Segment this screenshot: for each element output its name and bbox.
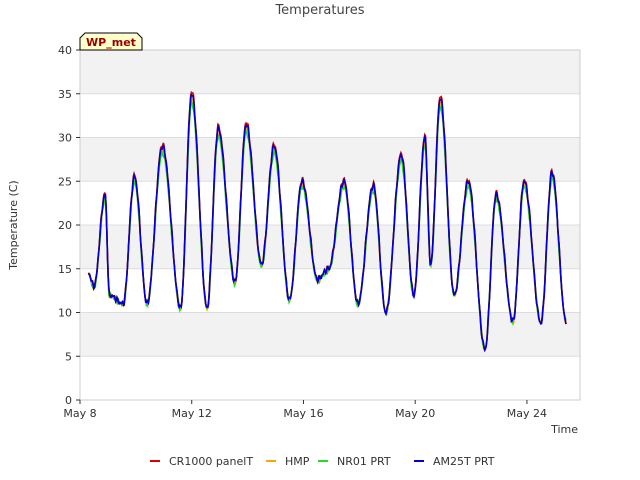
x-axis-label: Time bbox=[550, 423, 578, 436]
y-tick-label: 25 bbox=[58, 175, 72, 188]
series-line-am25t-prt bbox=[87, 93, 567, 353]
station-badge-shape bbox=[79, 32, 143, 51]
y-tick-label: 20 bbox=[58, 219, 72, 232]
legend: CR1000 panelT HMP NR01 PRT AM25T PRT bbox=[150, 455, 495, 468]
x-tick-label: May 8 bbox=[63, 407, 96, 420]
y-axis-label: Temperature (C) bbox=[7, 180, 20, 270]
plot-band bbox=[80, 312, 580, 357]
series-lines bbox=[87, 90, 567, 353]
y-tick-label: 0 bbox=[65, 394, 72, 407]
legend-label: NR01 PRT bbox=[337, 455, 391, 468]
legend-label: CR1000 panelT bbox=[169, 455, 253, 468]
series-line-hmp bbox=[87, 95, 567, 351]
x-tick-label: May 20 bbox=[395, 407, 435, 420]
y-axis-ticks: 0 5 10 15 20 25 30 35 40 bbox=[58, 44, 80, 407]
plot-background-bands bbox=[80, 50, 580, 357]
y-tick-label: 35 bbox=[58, 88, 72, 101]
x-tick-label: May 24 bbox=[507, 407, 547, 420]
x-tick-label: May 16 bbox=[283, 407, 323, 420]
station-label: WP_met bbox=[86, 36, 136, 49]
x-tick-label: May 12 bbox=[172, 407, 212, 420]
plot-band bbox=[80, 50, 580, 94]
legend-label: HMP bbox=[285, 455, 310, 468]
station-badge: WP_met bbox=[79, 32, 143, 51]
chart-title: Temperatures bbox=[274, 3, 364, 18]
y-tick-label: 30 bbox=[58, 132, 72, 145]
x-axis-ticks: May 8 May 12 May 16 May 20 May 24 bbox=[63, 400, 547, 420]
series-line-cr1000-panelt bbox=[87, 90, 567, 353]
legend-label: AM25T PRT bbox=[433, 455, 495, 468]
plot-band bbox=[80, 225, 580, 269]
y-tick-label: 5 bbox=[65, 350, 72, 363]
y-tick-label: 15 bbox=[58, 263, 72, 276]
y-tick-label: 40 bbox=[58, 44, 72, 57]
plot-band bbox=[80, 137, 580, 182]
y-tick-label: 10 bbox=[58, 307, 72, 320]
